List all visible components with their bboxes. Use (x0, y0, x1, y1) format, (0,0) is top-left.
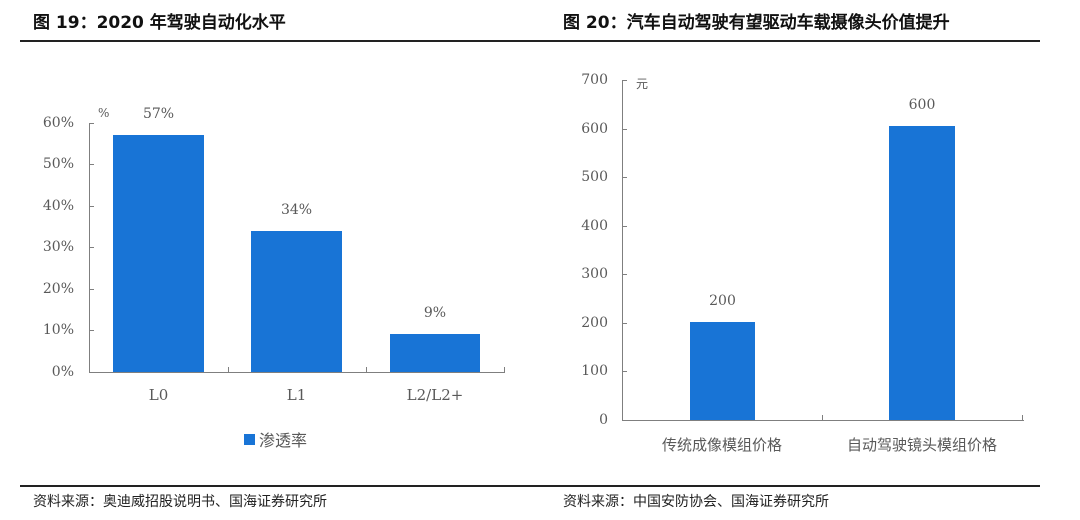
figure-19-source: 资料来源：奥迪威招股说明书、国海证券研究所 (33, 494, 327, 510)
y-tick-label: 500 (581, 169, 608, 185)
x-tick-label: L0 (148, 386, 169, 404)
y-tick-label: 100 (581, 363, 608, 379)
figure-20-source: 资料来源：中国安防协会、国海证券研究所 (563, 494, 829, 510)
x-tick (366, 367, 367, 372)
bar-l1 (251, 231, 342, 372)
legend-swatch-icon (244, 433, 255, 445)
y-tick-label: 60% (42, 115, 74, 131)
y-tick-label: 0 (599, 412, 608, 428)
y-tick-label: 50% (42, 156, 74, 172)
data-label: 34% (280, 202, 313, 218)
x-tick (504, 367, 505, 372)
figure-19-source-rule (20, 485, 540, 487)
y-tick-label: 0% (51, 364, 74, 380)
y-tick-label: 200 (581, 315, 608, 331)
y-axis-unit: 元 (636, 77, 649, 91)
figure-20-title-rule (540, 40, 1040, 42)
figure-20-source-rule (540, 485, 1040, 487)
y-tick-label: 20% (42, 281, 74, 297)
data-label: 57% (142, 106, 175, 122)
legend: 渗透率 (244, 427, 307, 451)
y-tick (622, 177, 627, 178)
y-tick-label: 300 (581, 266, 608, 282)
bar-traditional-module (690, 322, 755, 420)
y-tick-label: 40% (42, 198, 74, 214)
bar-l0 (113, 135, 204, 372)
bar-l2 (390, 334, 480, 372)
figure-19-title-rule (20, 40, 540, 42)
x-tick (822, 415, 823, 420)
y-tick (89, 330, 94, 331)
x-tick (228, 367, 229, 372)
y-tick (622, 371, 627, 372)
x-tick-label: L2/L2+ (406, 386, 464, 404)
y-tick-label: 30% (42, 239, 74, 255)
y-tick-label: 600 (581, 121, 608, 137)
y-axis (622, 80, 623, 420)
data-label: 200 (709, 293, 736, 309)
data-label: 9% (423, 305, 447, 321)
y-tick-label: 10% (42, 322, 74, 338)
figure-20-title: 图 20：汽车自动驾驶有望驱动车载摄像头价值提升 (563, 13, 950, 33)
x-tick-label: L1 (286, 386, 307, 404)
y-tick (622, 129, 627, 130)
y-tick (89, 289, 94, 290)
y-tick (89, 247, 94, 248)
x-tick-label: 自动驾驶镜头模组价格 (846, 436, 997, 454)
figure-19-title: 图 19：2020 年驾驶自动化水平 (33, 13, 286, 33)
y-axis-unit: % (98, 106, 110, 120)
y-tick (622, 226, 627, 227)
y-tick (622, 80, 627, 81)
y-tick (622, 274, 627, 275)
x-tick (1022, 415, 1023, 420)
x-axis (622, 420, 1024, 421)
y-tick (622, 323, 627, 324)
y-tick (89, 123, 94, 124)
y-tick (89, 206, 94, 207)
x-axis (89, 372, 505, 373)
bar-autonomous-module (889, 126, 955, 420)
y-tick (89, 164, 94, 165)
y-tick-label: 700 (581, 72, 608, 88)
y-tick-label: 400 (581, 218, 608, 234)
legend-label: 渗透率 (259, 431, 308, 450)
x-tick-label: 传统成像模组价格 (661, 436, 782, 454)
data-label: 600 (908, 97, 936, 113)
